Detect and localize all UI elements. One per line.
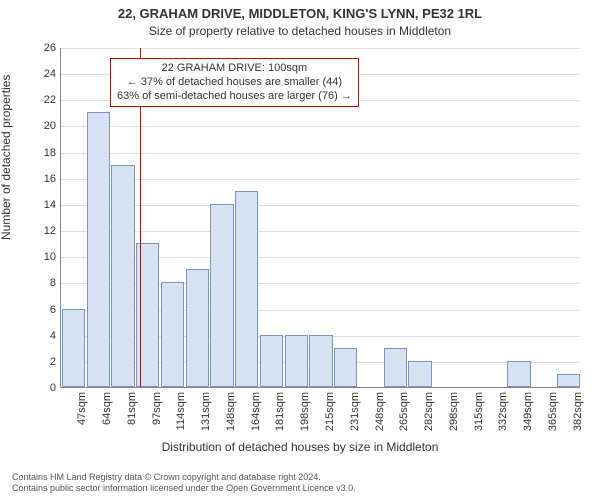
chart-title: 22, GRAHAM DRIVE, MIDDLETON, KING'S LYNN… <box>0 6 600 21</box>
y-tick-label: 8 <box>26 277 56 289</box>
x-tick-label: 97sqm <box>151 392 163 425</box>
x-tick-label: 265sqm <box>398 392 410 431</box>
chart-container: { "chart": { "type": "histogram", "title… <box>0 0 600 500</box>
histogram-bar <box>235 191 258 387</box>
footer-attribution: Contains HM Land Registry data © Crown c… <box>12 472 356 494</box>
histogram-bar <box>408 361 431 387</box>
histogram-bar <box>161 282 184 387</box>
gridline <box>61 205 580 206</box>
histogram-bar <box>334 348 357 387</box>
x-tick-label: 198sqm <box>299 392 311 431</box>
x-tick-label: 114sqm <box>175 392 187 430</box>
x-tick-label: 382sqm <box>572 392 584 431</box>
y-tick-label: 12 <box>26 225 56 237</box>
x-tick-label: 231sqm <box>349 392 361 431</box>
y-tick-label: 18 <box>26 147 56 159</box>
histogram-bar <box>285 335 308 387</box>
footer-line: Contains HM Land Registry data © Crown c… <box>12 472 356 483</box>
histogram-bar <box>557 374 580 387</box>
x-tick-label: 248sqm <box>374 392 386 431</box>
gridline <box>61 153 580 154</box>
x-tick-label: 47sqm <box>76 392 88 425</box>
x-tick-label: 148sqm <box>225 392 237 431</box>
histogram-bar <box>111 165 134 387</box>
annotation-line: ← 37% of detached houses are smaller (44… <box>117 76 352 90</box>
annotation-box: 22 GRAHAM DRIVE: 100sqm← 37% of detached… <box>110 58 359 107</box>
histogram-bar <box>210 204 233 387</box>
x-tick-label: 181sqm <box>274 392 286 431</box>
y-tick-label: 10 <box>26 251 56 263</box>
y-tick-label: 4 <box>26 330 56 342</box>
y-tick-label: 16 <box>26 173 56 185</box>
x-tick-label: 215sqm <box>324 392 336 431</box>
x-tick-label: 365sqm <box>547 392 559 431</box>
chart-subtitle: Size of property relative to detached ho… <box>0 24 600 38</box>
y-tick-label: 20 <box>26 120 56 132</box>
y-tick-label: 14 <box>26 199 56 211</box>
x-tick-label: 131sqm <box>200 392 212 431</box>
y-tick-label: 26 <box>26 42 56 54</box>
x-tick-label: 332sqm <box>497 392 509 431</box>
x-tick-label: 282sqm <box>423 392 435 431</box>
y-axis-label: Number of detached properties <box>0 75 13 240</box>
gridline <box>61 179 580 180</box>
histogram-bar <box>186 269 209 387</box>
histogram-bar <box>87 112 110 387</box>
x-tick-label: 81sqm <box>126 392 138 425</box>
annotation-line: 22 GRAHAM DRIVE: 100sqm <box>117 62 352 76</box>
y-tick-label: 0 <box>26 382 56 394</box>
histogram-bar <box>309 335 332 387</box>
gridline <box>61 231 580 232</box>
histogram-bar <box>507 361 530 387</box>
footer-line: Contains public sector information licen… <box>12 483 356 494</box>
gridline <box>61 48 580 49</box>
y-tick-label: 2 <box>26 356 56 368</box>
histogram-bar <box>62 309 85 387</box>
x-tick-label: 315sqm <box>473 392 485 431</box>
x-tick-label: 298sqm <box>448 392 460 431</box>
y-tick-label: 24 <box>26 68 56 80</box>
x-tick-label: 64sqm <box>101 392 113 425</box>
gridline <box>61 126 580 127</box>
x-tick-label: 164sqm <box>250 392 262 431</box>
x-tick-label: 349sqm <box>522 392 534 431</box>
y-tick-label: 6 <box>26 304 56 316</box>
y-tick-label: 22 <box>26 94 56 106</box>
histogram-bar <box>384 348 407 387</box>
histogram-bar <box>260 335 283 387</box>
annotation-line: 63% of semi-detached houses are larger (… <box>117 90 352 104</box>
x-axis-label: Distribution of detached houses by size … <box>0 440 600 454</box>
